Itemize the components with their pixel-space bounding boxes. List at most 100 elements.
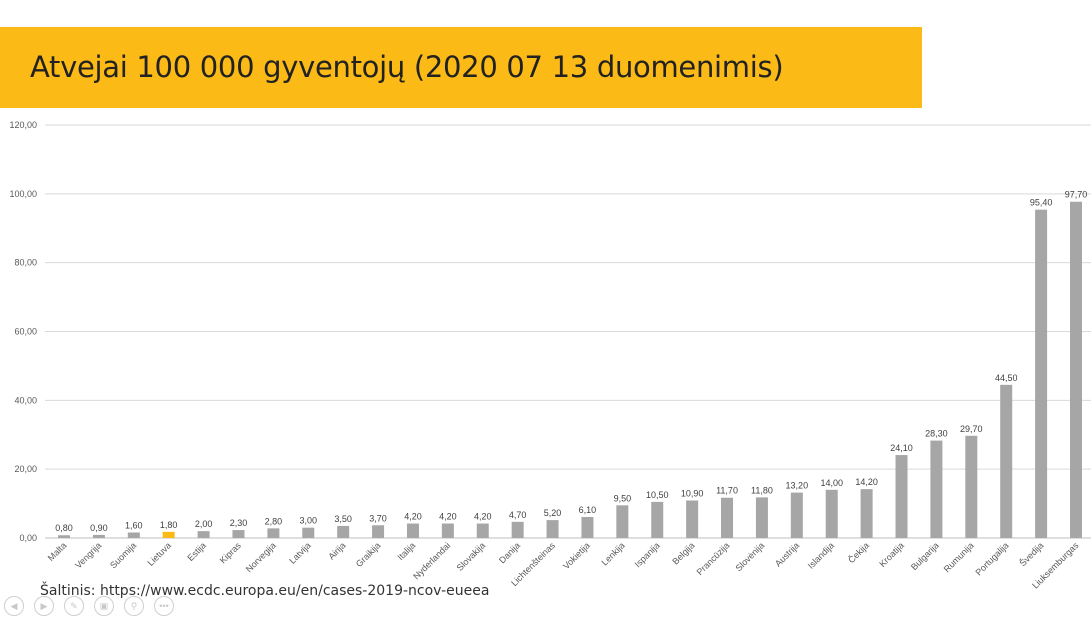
y-tick-label: 60,00	[14, 327, 37, 337]
data-label: 44,50	[995, 373, 1018, 383]
bar	[721, 497, 734, 538]
bar	[372, 525, 385, 538]
x-tick-label: Bulgarija	[909, 540, 941, 572]
data-label: 10,90	[681, 488, 704, 498]
data-label: 3,50	[334, 514, 352, 524]
bar	[755, 497, 768, 538]
data-label: 95,40	[1030, 198, 1053, 208]
bar	[267, 528, 280, 538]
bar	[651, 501, 664, 538]
zoom-icon[interactable]: ⚲	[124, 596, 144, 616]
x-tick-label: Italija	[395, 540, 417, 562]
next-icon[interactable]: ▶	[34, 596, 54, 616]
bar	[546, 520, 559, 538]
bar	[790, 492, 803, 538]
data-label: 4,20	[474, 512, 492, 522]
x-tick-label: Nyderlandai	[411, 540, 452, 581]
x-tick-label: Islandija	[806, 540, 836, 570]
bar	[127, 532, 140, 538]
data-label: 0,90	[90, 523, 108, 533]
x-tick-label: Estija	[185, 540, 208, 563]
y-tick-label: 40,00	[14, 395, 37, 405]
data-label: 28,30	[925, 429, 948, 439]
slideshow-nav: ◀ ▶ ✎ ▣ ⚲ •••	[4, 596, 174, 618]
data-label: 11,70	[716, 486, 738, 496]
bar	[406, 523, 419, 538]
data-label: 4,20	[439, 512, 457, 522]
data-label: 14,20	[855, 477, 878, 487]
x-tick-label: Kroatija	[877, 540, 906, 569]
bar	[1035, 209, 1048, 539]
x-tick-label: Švedija	[1018, 540, 1046, 568]
y-tick-label: 20,00	[14, 464, 37, 474]
data-label: 14,00	[820, 478, 843, 488]
data-label: 4,20	[404, 512, 422, 522]
bar	[302, 527, 315, 538]
y-tick-label: 120,00	[9, 120, 37, 130]
data-label: 2,00	[195, 519, 213, 529]
x-tick-label: Vokietija	[561, 540, 592, 571]
bar	[441, 523, 454, 538]
x-tick-label: Graikija	[354, 540, 383, 569]
x-tick-label: Vengrija	[73, 540, 103, 570]
x-tick-label: Norvegija	[244, 540, 278, 574]
bar	[476, 523, 489, 538]
data-label: 6,10	[579, 505, 597, 515]
bar	[162, 531, 175, 538]
data-label: 4,70	[509, 510, 527, 520]
x-tick-label: Lenkija	[600, 540, 627, 567]
data-label: 11,80	[751, 485, 773, 495]
data-label: 5,20	[544, 508, 562, 518]
x-tick-label: Latvija	[287, 540, 312, 565]
bar	[232, 530, 245, 538]
data-label: 13,20	[786, 481, 809, 491]
title-banner	[0, 27, 922, 108]
x-tick-label: Čekija	[846, 540, 871, 565]
bar	[616, 505, 629, 538]
data-label: 10,50	[646, 490, 669, 500]
x-tick-label: Slovakija	[455, 540, 488, 573]
x-tick-label: Ispanija	[633, 540, 662, 569]
bar	[337, 525, 350, 538]
x-tick-label: Airija	[326, 540, 347, 561]
y-tick-label: 80,00	[14, 258, 37, 268]
slides-icon[interactable]: ▣	[94, 596, 114, 616]
bar	[965, 435, 978, 538]
more-icon[interactable]: •••	[154, 596, 174, 616]
data-label: 1,60	[125, 520, 143, 530]
x-tick-label: Rumunija	[942, 540, 976, 574]
data-label: 2,30	[230, 518, 248, 528]
y-tick-label: 100,00	[9, 189, 37, 199]
page-title: Atvejai 100 000 gyventojų (2020 07 13 du…	[30, 50, 784, 84]
data-label: 97,70	[1065, 190, 1088, 200]
x-tick-label: Suomija	[108, 540, 138, 570]
data-label: 3,00	[300, 516, 318, 526]
x-tick-label: Prancūzija	[695, 540, 732, 577]
data-label: 9,50	[614, 493, 632, 503]
source-note: Šaltinis: https://www.ecdc.europa.eu/en/…	[40, 583, 490, 599]
bar	[895, 455, 908, 538]
x-tick-label: Portugalija	[973, 540, 1010, 577]
bar	[686, 500, 699, 538]
bar	[197, 531, 210, 538]
bar	[92, 534, 105, 538]
data-label: 2,80	[265, 516, 283, 526]
prev-icon[interactable]: ◀	[4, 596, 24, 616]
x-tick-label: Lietuva	[146, 540, 174, 568]
pen-icon[interactable]: ✎	[64, 596, 84, 616]
x-tick-label: Malta	[46, 540, 69, 563]
data-label: 29,70	[960, 424, 983, 434]
bar	[511, 521, 524, 538]
x-tick-label: Slovėnija	[733, 540, 766, 573]
bar	[1000, 384, 1013, 538]
x-tick-label: Belgija	[670, 540, 696, 566]
data-label: 1,80	[160, 520, 178, 530]
data-label: 0,80	[55, 523, 73, 533]
y-tick-label: 0,00	[19, 533, 37, 543]
bar	[1070, 201, 1082, 539]
bar	[581, 517, 594, 538]
data-label: 3,70	[369, 513, 387, 523]
x-tick-label: Danija	[497, 540, 522, 565]
bar	[930, 440, 943, 538]
